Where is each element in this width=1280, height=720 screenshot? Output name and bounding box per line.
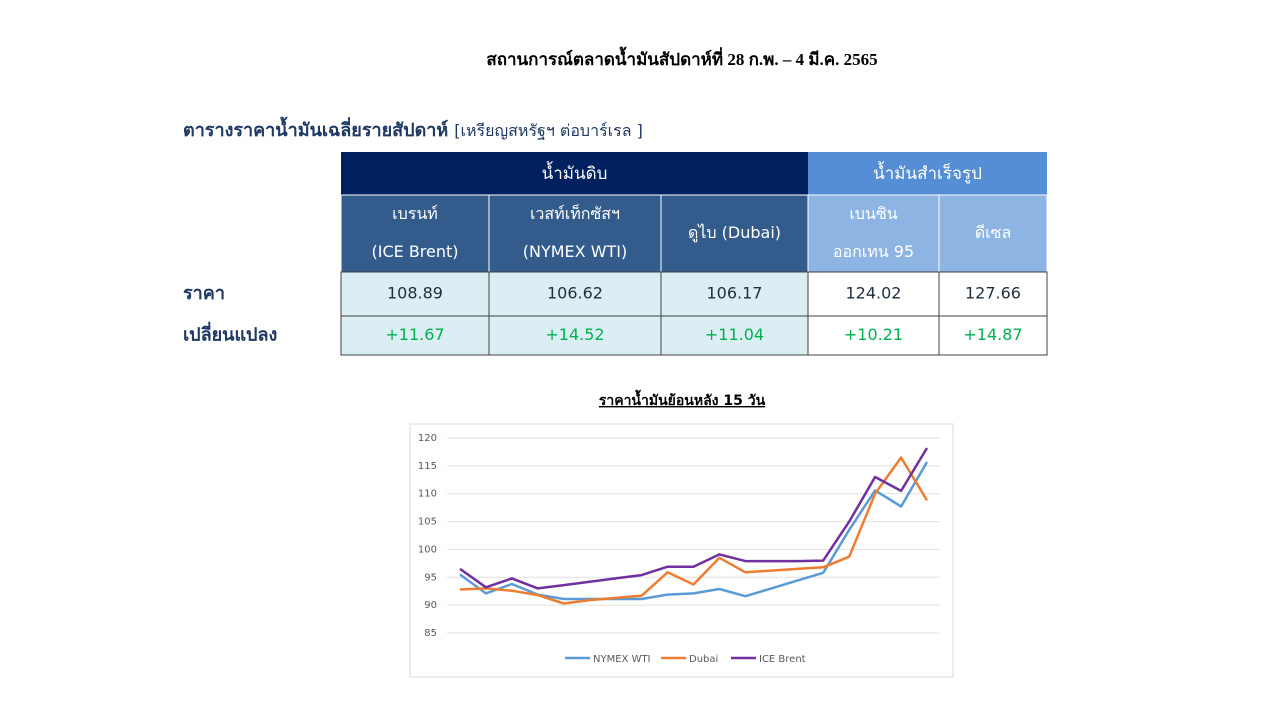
column-header-label: ออกเทน 95 xyxy=(833,242,914,261)
cell-value: +11.04 xyxy=(705,325,764,344)
series-line xyxy=(459,447,929,590)
cell xyxy=(340,271,490,317)
row-label: เปลี่ยนแปลง xyxy=(183,322,277,346)
chart-title: ราคาน้ำมันย้อนหลัง 15 วัน xyxy=(599,389,766,409)
cell-value: +14.52 xyxy=(545,325,604,344)
column-header xyxy=(660,194,809,273)
cell-value: +14.87 xyxy=(963,325,1022,344)
header-group-label: น้ำมันสำเร็จรูป xyxy=(873,161,982,184)
caption-bold: ตารางราคาน้ำมันเฉลี่ยรายสัปดาห์ xyxy=(183,116,448,141)
caption-unit: [เหรียญสหรัฐฯ ต่อบาร์เรล ] xyxy=(454,121,643,140)
cell xyxy=(660,271,809,317)
y-tick-label: 110 xyxy=(418,489,437,500)
y-tick-label: 120 xyxy=(418,433,437,444)
cell-value: +10.21 xyxy=(844,325,903,344)
row-label: ราคา xyxy=(183,283,225,304)
cell xyxy=(488,271,662,317)
cell xyxy=(660,315,809,356)
cell xyxy=(938,315,1048,356)
column-header-label: เวสท์เท็กซัสฯ xyxy=(530,203,620,223)
column-header-label: เบนซิน xyxy=(849,204,897,223)
cell-value: 106.62 xyxy=(547,284,603,303)
header-group xyxy=(341,152,808,195)
legend-label: ICE Brent xyxy=(759,654,806,665)
column-header-label: เบรนท์ xyxy=(392,204,438,223)
column-header-label: ดูไบ (Dubai) xyxy=(688,223,781,243)
column-header-label: ดีเซล xyxy=(975,223,1012,242)
header-group xyxy=(808,152,1047,195)
y-tick-label: 95 xyxy=(424,572,437,583)
column-header xyxy=(938,194,1048,273)
column-header-label: (ICE Brent) xyxy=(371,242,458,261)
cell-value: 106.17 xyxy=(707,284,763,303)
legend-label: NYMEX WTI xyxy=(593,654,651,665)
cell-value: +11.67 xyxy=(385,325,444,344)
column-header xyxy=(807,194,940,273)
y-tick-label: 115 xyxy=(418,461,437,472)
legend-label: Dubai xyxy=(689,654,718,665)
chart-frame xyxy=(409,423,954,678)
y-tick-label: 105 xyxy=(418,517,437,528)
cell-value: 127.66 xyxy=(965,284,1021,303)
slide-title: สถานการณ์ตลาดน้ำมันสัปดาห์ที่ 28 ก.พ. – … xyxy=(486,46,877,69)
column-header-label: (NYMEX WTI) xyxy=(523,242,628,261)
y-tick-label: 100 xyxy=(418,544,437,555)
y-tick-label: 85 xyxy=(424,628,437,639)
y-tick-label: 90 xyxy=(424,600,437,611)
header-group-label: น้ำมันดิบ xyxy=(542,161,608,184)
cell xyxy=(340,315,490,356)
cell xyxy=(938,271,1048,317)
cell xyxy=(807,315,940,356)
cell-value: 124.02 xyxy=(846,284,902,303)
series-line xyxy=(459,456,929,605)
cell-value: 108.89 xyxy=(387,284,443,303)
table-caption: ตารางราคาน้ำมันเฉลี่ยรายสัปดาห์ [เหรียญสห… xyxy=(183,116,643,141)
cell xyxy=(488,315,662,356)
